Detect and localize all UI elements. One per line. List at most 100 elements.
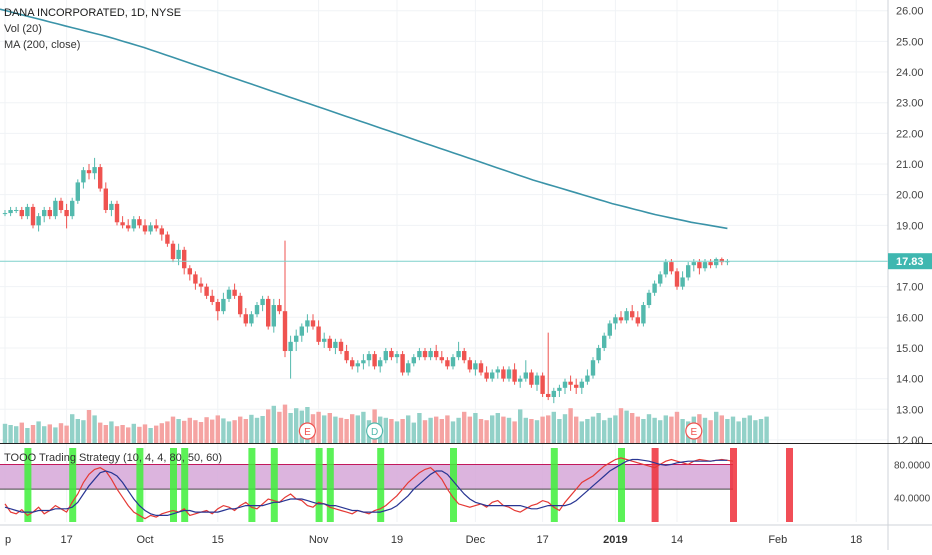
volume-bar-8 [47,424,52,443]
earnings-marker-1-label: E [690,427,697,438]
time-tick-2: Oct [136,534,153,546]
candle-body-78 [439,357,444,361]
candle-body-7 [42,210,47,217]
candle-body-35 [198,283,204,287]
volume-bar-75 [422,420,428,443]
time-tick-10: Feb [768,534,787,546]
candle-body-111 [624,311,629,321]
candle-body-12 [70,200,75,217]
candle-body-2 [14,210,19,212]
signal-bars [24,448,793,522]
candle-body-64 [361,360,366,364]
volume-bar-4 [25,428,30,443]
candle-body-76 [428,351,433,358]
candle-body-74 [417,351,422,358]
candle-body-13 [75,182,80,201]
volume-bar-27 [154,425,159,443]
candle-body-113 [635,317,640,324]
volume-bar-68 [383,417,388,443]
candle-body-60 [338,341,344,352]
candle-body-100 [562,381,568,388]
volume-bar-52 [294,408,299,443]
candle-body-3 [19,210,24,217]
buy-signal-11 [550,448,558,522]
volume-bar-72 [406,415,411,443]
candle-body-102 [574,384,579,388]
time-tick-3: 15 [212,534,224,546]
volume-bar-30 [170,416,176,443]
volume-bar-107 [602,420,607,443]
candle-body-31 [176,249,181,260]
candle-body-65 [366,354,372,361]
volume-bar-40 [226,421,232,443]
sell-signal-0 [651,448,659,522]
volume-bar-74 [417,413,422,443]
time-tick-11: 18 [850,534,862,546]
candle-body-40 [226,289,232,299]
volume-bar-21 [120,425,125,443]
sell-signal-2 [786,448,793,522]
volume-bar-35 [198,422,204,443]
volume-bar-1 [8,425,13,443]
candle-body-96 [540,375,545,394]
volume-bar-118 [663,415,668,443]
volume-bar-96 [540,416,545,443]
volume-bar-105 [590,416,596,443]
volume-bar-49 [277,411,282,443]
candle-body-16 [92,167,97,174]
candle-body-86 [484,372,489,379]
candle-body-69 [389,351,394,358]
volume-bar-119 [669,416,674,443]
volume-bar-120 [674,411,680,443]
volume-bar-84 [473,413,478,443]
volume-bar-112 [630,413,635,443]
candle-body-93 [523,372,528,379]
candle-body-26 [148,225,153,232]
oscillator-legend[interactable]: TOOO Trading Strategy (10, 4, 4, 80, 50,… [4,452,223,464]
volume-legend[interactable]: Vol (20) [4,23,42,35]
volume-bar-80 [450,421,456,443]
volume-bar-88 [495,413,500,443]
volume-bar-94 [529,419,534,443]
volume-bar-69 [389,419,394,443]
volume-bar-77 [434,416,439,443]
candle-body-112 [630,311,635,318]
volume-bar-121 [680,419,685,443]
ma-legend[interactable]: MA (200, close) [4,39,81,51]
volume-bar-92 [518,409,523,443]
candlesticks [2,157,730,404]
volume-bar-108 [607,417,612,443]
candle-body-67 [378,360,383,367]
candle-body-22 [126,225,131,229]
buy-signal-12 [618,448,625,522]
volume-bar-90 [506,417,512,443]
candle-body-0 [2,213,8,215]
candle-body-4 [25,206,30,217]
candle-body-34 [193,274,198,284]
volume-bar-17 [98,422,103,443]
volume-bar-26 [148,428,153,443]
volume-bar-70 [394,421,400,443]
volume-bar-89 [501,416,506,443]
price-tick-9: 16.00 [896,312,924,324]
candle-body-121 [680,277,685,287]
volume-bar-9 [53,427,58,443]
candle-body-21 [120,222,125,226]
volume-bar-127 [714,411,719,443]
candle-body-57 [322,338,327,342]
candle-body-95 [534,375,540,385]
candle-body-70 [394,354,400,358]
candle-body-127 [714,259,719,266]
candle-body-10 [58,200,64,211]
time-tick-4: Nov [309,534,329,546]
candle-body-82 [462,351,467,361]
earnings-marker-0-circle [298,422,316,440]
volume-bar-61 [344,419,349,443]
price-tick-6: 20.00 [896,190,924,202]
price-tick-11: 14.00 [896,374,924,386]
candle-body-109 [613,317,618,324]
volume-bar-125 [702,417,708,443]
candle-body-8 [47,210,52,217]
